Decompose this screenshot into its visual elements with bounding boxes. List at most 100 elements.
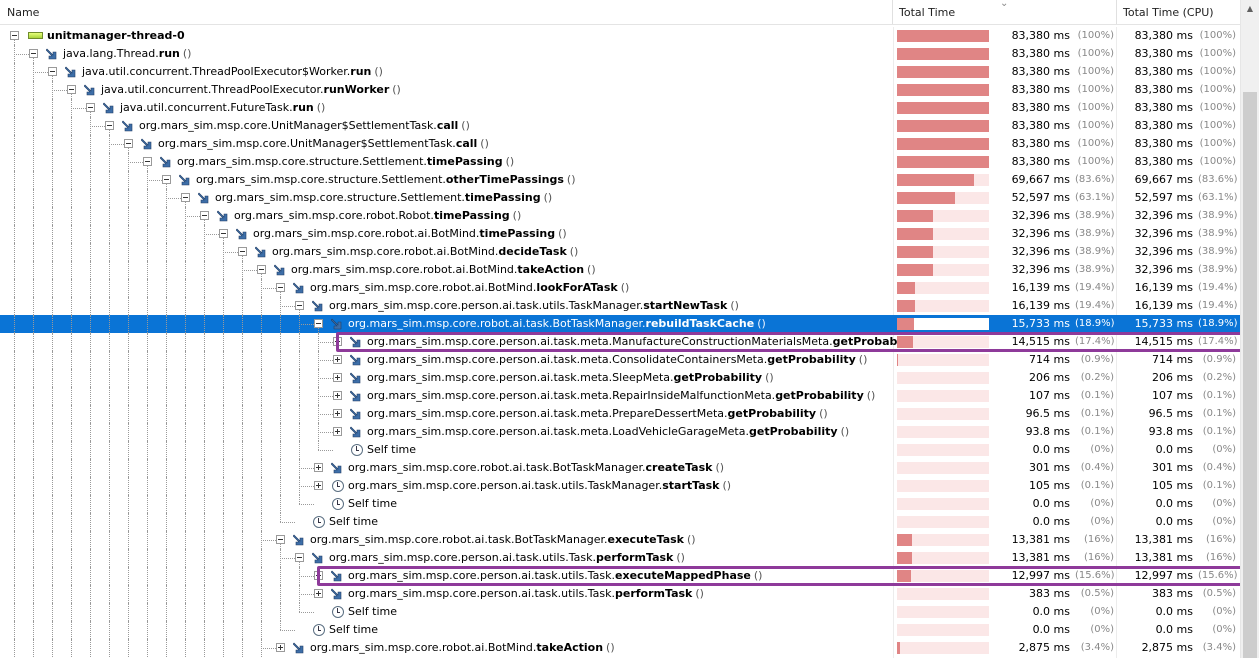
- collapse-toggle-icon[interactable]: [105, 121, 114, 130]
- tree-row[interactable]: org.mars_sim.msp.core.structure.Settleme…: [0, 153, 1240, 171]
- expand-toggle-icon[interactable]: [276, 643, 285, 652]
- expand-toggle-icon[interactable]: [333, 373, 342, 382]
- tree-row[interactable]: org.mars_sim.msp.core.UnitManager$Settle…: [0, 135, 1240, 153]
- total-time-bar: [897, 462, 989, 474]
- total-time-column-header[interactable]: Total Time ⌄: [893, 0, 1117, 24]
- total-time-bar-fill: [897, 318, 914, 330]
- class-path: java.util.concurrent.ThreadPoolExecutor.: [101, 83, 324, 96]
- tree-row[interactable]: org.mars_sim.msp.core.person.ai.task.uti…: [0, 567, 1240, 585]
- tree-row[interactable]: org.mars_sim.msp.core.robot.ai.BotMind.t…: [0, 225, 1240, 243]
- collapse-toggle-icon[interactable]: [10, 31, 19, 40]
- expand-toggle-icon[interactable]: [333, 355, 342, 364]
- collapse-toggle-icon[interactable]: [162, 175, 171, 184]
- collapse-toggle-icon[interactable]: [276, 283, 285, 292]
- method-icon: [312, 552, 323, 564]
- tree-row[interactable]: org.mars_sim.msp.core.structure.Settleme…: [0, 171, 1240, 189]
- cpu-time-value: 16,139 ms: [1134, 299, 1193, 312]
- tree-row[interactable]: org.mars_sim.msp.core.person.ai.task.met…: [0, 387, 1240, 405]
- name-column-header[interactable]: Name: [0, 0, 893, 24]
- expand-toggle-icon[interactable]: [333, 427, 342, 436]
- collapse-toggle-icon[interactable]: [86, 103, 95, 112]
- cpu-time-percent: (0.5%): [1202, 588, 1236, 599]
- node-label: org.mars_sim.msp.core.UnitManager$Settle…: [139, 117, 470, 135]
- highlight-box: [336, 332, 1248, 352]
- tree-row[interactable]: org.mars_sim.msp.core.robot.ai.BotMind.t…: [0, 261, 1240, 279]
- total-time-bar: [897, 102, 989, 114]
- cpu-time-value: 93.8 ms: [1148, 425, 1193, 438]
- self-time-row[interactable]: Self time 0.0 ms (0%) 0.0 ms (0%): [0, 513, 1240, 531]
- cpu-time-percent: (0.1%): [1202, 480, 1236, 491]
- node-label: Self time: [348, 603, 397, 621]
- collapse-toggle-icon[interactable]: [276, 535, 285, 544]
- vertical-scrollbar[interactable]: ▲: [1240, 0, 1259, 658]
- collapse-toggle-icon[interactable]: [295, 553, 304, 562]
- collapse-toggle-icon[interactable]: [295, 301, 304, 310]
- method-name: run: [158, 47, 180, 60]
- cpu-time-value: 13,381 ms: [1134, 533, 1193, 546]
- collapse-toggle-icon[interactable]: [143, 157, 152, 166]
- tree-row[interactable]: org.mars_sim.msp.core.person.ai.task.uti…: [0, 549, 1240, 567]
- expand-toggle-icon[interactable]: [333, 391, 342, 400]
- tree-row[interactable]: org.mars_sim.msp.core.robot.ai.BotMind.t…: [0, 639, 1240, 657]
- expand-toggle-icon[interactable]: [314, 481, 323, 490]
- tree-row[interactable]: java.util.concurrent.FutureTask.run() 83,…: [0, 99, 1240, 117]
- collapse-toggle-icon[interactable]: [181, 193, 190, 202]
- cpu-time-percent: (0%): [1212, 444, 1236, 455]
- tree-row[interactable]: org.mars_sim.msp.core.robot.ai.task.BotT…: [0, 531, 1240, 549]
- collapse-toggle-icon[interactable]: [124, 139, 133, 148]
- collapse-toggle-icon[interactable]: [257, 265, 266, 274]
- total-time-percent: (100%): [1077, 120, 1114, 131]
- tree-row[interactable]: org.mars_sim.msp.core.robot.Robot.timePa…: [0, 207, 1240, 225]
- collapse-toggle-icon[interactable]: [314, 319, 323, 328]
- tree-row[interactable]: java.util.concurrent.ThreadPoolExecutor$…: [0, 63, 1240, 81]
- tree-row[interactable]: org.mars_sim.msp.core.person.ai.task.met…: [0, 423, 1240, 441]
- tree-row[interactable]: org.mars_sim.msp.core.robot.ai.BotMind.l…: [0, 279, 1240, 297]
- cpu-time-percent: (16%): [1205, 552, 1236, 563]
- scroll-up-arrow-icon[interactable]: ▲: [1246, 4, 1254, 13]
- tree-row[interactable]: org.mars_sim.msp.core.structure.Settleme…: [0, 189, 1240, 207]
- cpu-time-value: 83,380 ms: [1134, 101, 1193, 114]
- tree-row[interactable]: org.mars_sim.msp.core.person.ai.task.met…: [0, 405, 1240, 423]
- collapse-toggle-icon[interactable]: [67, 85, 76, 94]
- tree-row[interactable]: java.lang.Thread.run() 83,380 ms (100%) 83,…: [0, 45, 1240, 63]
- method-icon: [84, 84, 95, 96]
- expand-toggle-icon[interactable]: [333, 409, 342, 418]
- expand-toggle-icon[interactable]: [314, 589, 323, 598]
- total-time-bar: [897, 498, 989, 510]
- cpu-time-percent: (0%): [1212, 498, 1236, 509]
- tree-row[interactable]: org.mars_sim.msp.core.UnitManager$Settle…: [0, 117, 1240, 135]
- scrollbar-thumb[interactable]: [1243, 92, 1257, 658]
- node-label: java.util.concurrent.ThreadPoolExecutor$…: [82, 63, 383, 81]
- total-time-bar: [897, 588, 989, 600]
- cpu-time-value: 83,380 ms: [1134, 119, 1193, 132]
- tree-row[interactable]: org.mars_sim.msp.core.person.ai.task.uti…: [0, 585, 1240, 603]
- total-time-bar-fill: [897, 642, 900, 654]
- collapse-toggle-icon[interactable]: [200, 211, 209, 220]
- collapse-toggle-icon[interactable]: [238, 247, 247, 256]
- self-time-row[interactable]: Self time 0.0 ms (0%) 0.0 ms (0%): [0, 603, 1240, 621]
- total-time-percent: (0.2%): [1080, 372, 1114, 383]
- self-time-row[interactable]: Self time 0.0 ms (0%) 0.0 ms (0%): [0, 621, 1240, 639]
- collapse-toggle-icon[interactable]: [29, 49, 38, 58]
- cpu-time-value: 83,380 ms: [1134, 155, 1193, 168]
- tree-row[interactable]: org.mars_sim.msp.core.person.ai.task.met…: [0, 351, 1240, 369]
- collapse-toggle-icon[interactable]: [48, 67, 57, 76]
- cpu-time-value: 107 ms: [1152, 389, 1193, 402]
- tree-row[interactable]: org.mars_sim.msp.core.robot.ai.task.BotT…: [0, 315, 1240, 333]
- tree-row[interactable]: org.mars_sim.msp.core.person.ai.task.met…: [0, 369, 1240, 387]
- tree-row[interactable]: org.mars_sim.msp.core.robot.ai.BotMind.d…: [0, 243, 1240, 261]
- tree-row[interactable]: unitmanager-thread-0 83,380 ms (100%) 83,38…: [0, 27, 1240, 45]
- self-time-row[interactable]: Self time 0.0 ms (0%) 0.0 ms (0%): [0, 441, 1240, 459]
- method-icon: [236, 228, 247, 240]
- tree-row[interactable]: org.mars_sim.msp.core.person.ai.task.uti…: [0, 477, 1240, 495]
- cpu-time-value: 83,380 ms: [1134, 29, 1193, 42]
- total-time-cpu-column-header[interactable]: Total Time (CPU): [1123, 6, 1214, 19]
- tree-row[interactable]: org.mars_sim.msp.core.person.ai.task.uti…: [0, 297, 1240, 315]
- tree-row[interactable]: java.util.concurrent.ThreadPoolExecutor.…: [0, 81, 1240, 99]
- self-time-row[interactable]: Self time 0.0 ms (0%) 0.0 ms (0%): [0, 495, 1240, 513]
- tree-row[interactable]: org.mars_sim.msp.core.robot.ai.task.BotT…: [0, 459, 1240, 477]
- expand-toggle-icon[interactable]: [314, 463, 323, 472]
- total-time-percent: (100%): [1077, 66, 1114, 77]
- collapse-toggle-icon[interactable]: [219, 229, 228, 238]
- method-name: decideTask: [498, 245, 567, 258]
